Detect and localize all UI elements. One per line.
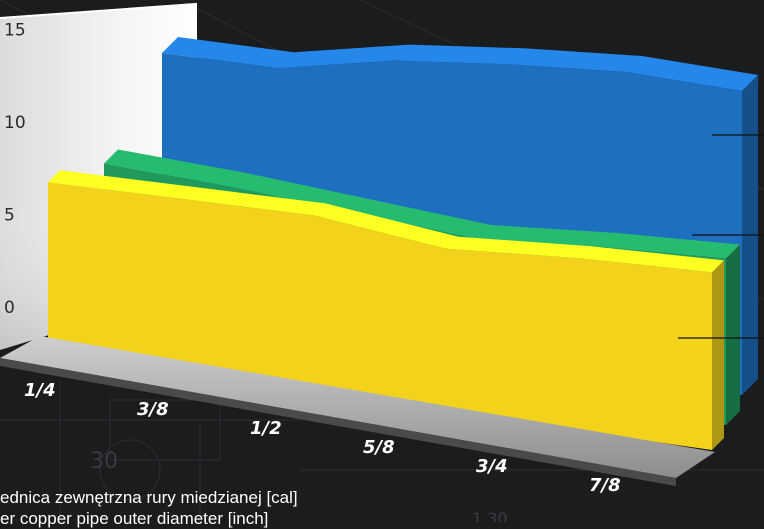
chart-floor — [0, 336, 715, 478]
area-top-surface — [48, 170, 724, 273]
area-top-surface — [104, 149, 740, 259]
y-axis-ticks: 0 5 10 15 — [4, 21, 26, 319]
y-tick-label: 5 — [4, 206, 15, 226]
y-tick-label: 0 — [4, 298, 15, 318]
area-side-face — [726, 244, 740, 425]
x-axis-caption-pl: ednica zewnętrzna rury miedzianej [cal] — [0, 488, 298, 507]
x-category-label: 7/8 — [589, 475, 621, 496]
x-axis-caption-en: er copper pipe outer diameter [inch] — [0, 509, 269, 528]
area-side-face — [712, 260, 724, 450]
x-category-label: 1/2 — [250, 418, 282, 439]
background-number-1: 30 — [90, 449, 118, 474]
x-category-label: 5/8 — [363, 437, 395, 458]
y-tick-label: 15 — [4, 21, 26, 41]
background-number-2: 1.30 — [472, 509, 508, 522]
leader-lines — [678, 134, 764, 339]
x-category-label: 3/4 — [476, 456, 508, 477]
x-axis-labels: 1/4 3/8 1/2 5/8 3/4 7/8 — [24, 380, 621, 496]
area-series-layer — [48, 170, 724, 450]
x-category-label: 3/8 — [137, 399, 169, 420]
area-front-face — [48, 182, 712, 450]
x-category-label: 1/4 — [24, 380, 56, 401]
area-series — [48, 37, 758, 450]
area-top-surface — [162, 37, 758, 91]
y-tick-label: 10 — [4, 113, 26, 133]
